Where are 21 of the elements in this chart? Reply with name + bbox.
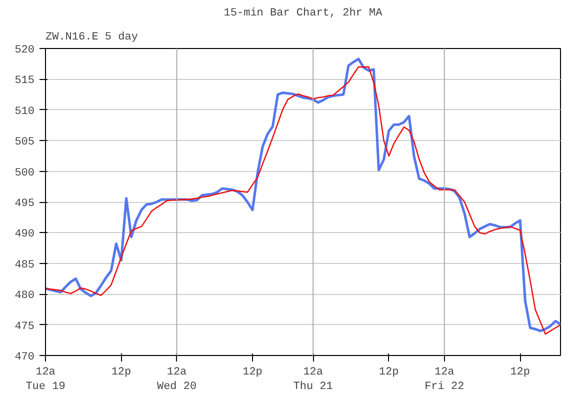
y-tick-label: 485 xyxy=(14,259,35,272)
y-tick-label: 490 xyxy=(14,228,35,241)
y-tick-label: 480 xyxy=(14,290,35,302)
x-tick-label: 12a Thu 21 xyxy=(293,366,334,393)
y-tick-label: 520 xyxy=(14,44,35,56)
y-tick-label: 475 xyxy=(14,320,35,333)
x-tick-label: 12a Wed 20 xyxy=(156,366,197,393)
y-tick-label: 495 xyxy=(14,198,35,210)
x-tick-label: 12a Tue 19 xyxy=(26,366,66,393)
x-tick-label: 12p xyxy=(510,366,530,378)
x-tick-label: 12p xyxy=(242,366,262,378)
y-tick-label: 505 xyxy=(14,136,35,149)
chart-title: 15-min Bar Chart, 2hr MA xyxy=(224,8,383,20)
x-tick-label: 12a Fri 22 xyxy=(424,366,464,393)
y-tick-label: 500 xyxy=(14,167,35,180)
y-tick-label: 515 xyxy=(14,75,35,88)
y-tick-label: 470 xyxy=(14,352,35,364)
x-tick-label: 12p xyxy=(378,366,399,378)
y-tick-label: 510 xyxy=(14,106,35,118)
x-tick-label: 12p xyxy=(111,366,132,378)
chart-subtitle: ZW.N16.E 5 day xyxy=(46,32,138,44)
